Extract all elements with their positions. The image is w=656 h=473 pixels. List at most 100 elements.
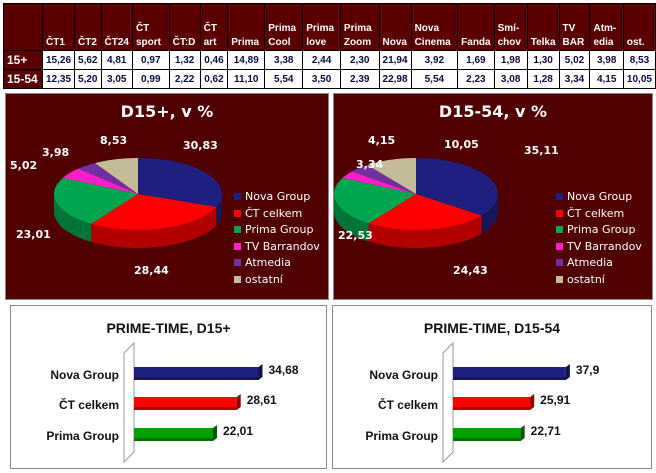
bar-side [258, 364, 263, 380]
row-label: 15-54 [3, 69, 43, 89]
table-cell: 2,30 [339, 50, 380, 70]
category-label: Nova Group [369, 368, 438, 382]
table-row: 15-54 12,35 5,20 3,05 0,99 2,22 0,62 11,10 5,54 3… [3, 69, 656, 89]
legend-item: Prima Group [234, 222, 320, 239]
chart-title: PRIME-TIME, D15+ [106, 320, 231, 336]
column-header: TV BAR [558, 3, 591, 51]
legend-swatch [234, 209, 241, 217]
bar-shade [453, 377, 566, 380]
pie-slice-tv-barrandov [63, 168, 138, 194]
legend-label: Atmedia [245, 256, 291, 269]
axis-wall [442, 341, 454, 464]
table-cell: 1,98 [493, 50, 528, 70]
legend-swatch [234, 259, 241, 266]
legend-label: Prima Group [567, 223, 636, 236]
data-label: 28,44 [134, 264, 169, 277]
bar-side [565, 364, 570, 380]
pie-slice-atmedia [351, 164, 416, 194]
chart-title: D15-54, v % [438, 102, 548, 121]
bar-shade [453, 438, 521, 441]
category-label: ČT celkem [377, 398, 438, 412]
legend-swatch [234, 242, 241, 250]
table-cell: 3,34 [558, 69, 591, 89]
table-cell: 4,15 [589, 69, 624, 89]
column-header: ČT sport [131, 3, 170, 51]
column-header: ost. [622, 3, 656, 51]
pie-slice-ostatní [367, 158, 416, 194]
data-label: 25,91 [540, 393, 571, 407]
data-label: 4,15 [368, 134, 396, 147]
table-cell: 1,30 [526, 50, 560, 70]
legend-item: Atmedia [556, 255, 642, 272]
chart-title: PRIME-TIME, D15-54 [423, 320, 561, 336]
data-label: 10,05 [444, 138, 479, 151]
bar-nova-group [453, 367, 566, 380]
legend-label: ostatní [245, 272, 283, 286]
ratings-table: ČT1 ČT2 ČT24 ČT sport ČT:D ČT art Prima Prima C… [3, 3, 656, 89]
category-label: Prima Group [365, 429, 438, 443]
chart-title: D15+, v % [120, 102, 214, 121]
table-cell: 5,02 [558, 50, 591, 70]
bar-čt-celkem [134, 397, 237, 410]
legend: Nova Group ČT celkem Prima Group TV Barrand… [556, 189, 642, 288]
legend-label: ČT celkem [245, 206, 303, 220]
column-header: Prima love [302, 3, 341, 51]
pie-slice-tv-barrandov [342, 171, 416, 194]
pie-slice-side [368, 215, 482, 248]
table-cell: 12,35 [41, 69, 76, 89]
table-cell: 0,46 [199, 50, 229, 70]
data-label: 22,71 [530, 424, 561, 438]
bar-shade [134, 407, 237, 410]
column-header: Prima Zoom [339, 3, 380, 51]
bar-shade [134, 377, 259, 380]
column-header: ČT:D [168, 3, 201, 51]
table-cell: 8,53 [622, 50, 656, 70]
column-header: Fanda [457, 3, 495, 51]
pie-slice-side [334, 194, 369, 242]
pie-slice-side [481, 194, 498, 234]
column-header: Smí-chov [493, 3, 528, 51]
category-label: Nova Group [50, 368, 119, 382]
legend-swatch [234, 226, 241, 233]
column-header: Prima Cool [264, 3, 304, 51]
table-cell: 5,54 [264, 69, 304, 89]
table-row: 15+ 15,26 5,62 4,81 0,97 1,32 0,46 14,89 3,38 2,4… [3, 50, 656, 70]
legend-label: Prima Group [245, 223, 314, 236]
table-cell: 14,89 [227, 50, 266, 70]
legend-swatch [234, 275, 241, 283]
table-cell: 0,62 [199, 69, 229, 89]
bar-side [213, 425, 218, 441]
column-header: Atm-edia [589, 3, 624, 51]
data-label: 3,34 [356, 158, 384, 171]
pie-slice-čt-celkem [368, 194, 482, 230]
data-label: 22,01 [223, 424, 254, 438]
column-header: Telka [526, 3, 560, 51]
pie-slice-atmedia [78, 163, 138, 194]
legend-swatch [556, 242, 563, 250]
data-label: 28,61 [246, 393, 277, 407]
data-label: 35,11 [524, 144, 559, 157]
table-cell: 3,05 [100, 69, 133, 89]
table-cell: 2,39 [339, 69, 380, 89]
data-label: 5,02 [10, 159, 38, 172]
table-cell: 2,23 [457, 69, 495, 89]
table-cell: 3,92 [410, 50, 459, 70]
pie-slice-nova-group [138, 158, 222, 208]
table-cell: 15,26 [41, 50, 76, 70]
bar-panel-d15plus: PRIME-TIME, D15+ Nova Group 34,68 ČT celke… [10, 305, 327, 469]
pie-slice-side [91, 207, 217, 248]
column-header: Nova [378, 3, 412, 51]
pie-slice-prima-group [54, 177, 139, 224]
bar-side [520, 425, 525, 441]
table-cell: 21,94 [378, 50, 412, 70]
table-cell: 2,22 [168, 69, 201, 89]
column-header: Nova Cinema [410, 3, 459, 51]
legend-item: Nova Group [556, 189, 642, 206]
legend-label: Nova Group [245, 190, 311, 203]
axis-wall [123, 341, 135, 464]
table-cell: 1,32 [168, 50, 201, 70]
pie-panel-d15plus: D15+, v % 30,83 28,44 23,01 5,02 3,98 8,53 Nov… [5, 93, 329, 300]
legend-label: ČT celkem [567, 206, 625, 220]
legend-swatch [556, 209, 563, 217]
bar-shade [134, 438, 214, 441]
